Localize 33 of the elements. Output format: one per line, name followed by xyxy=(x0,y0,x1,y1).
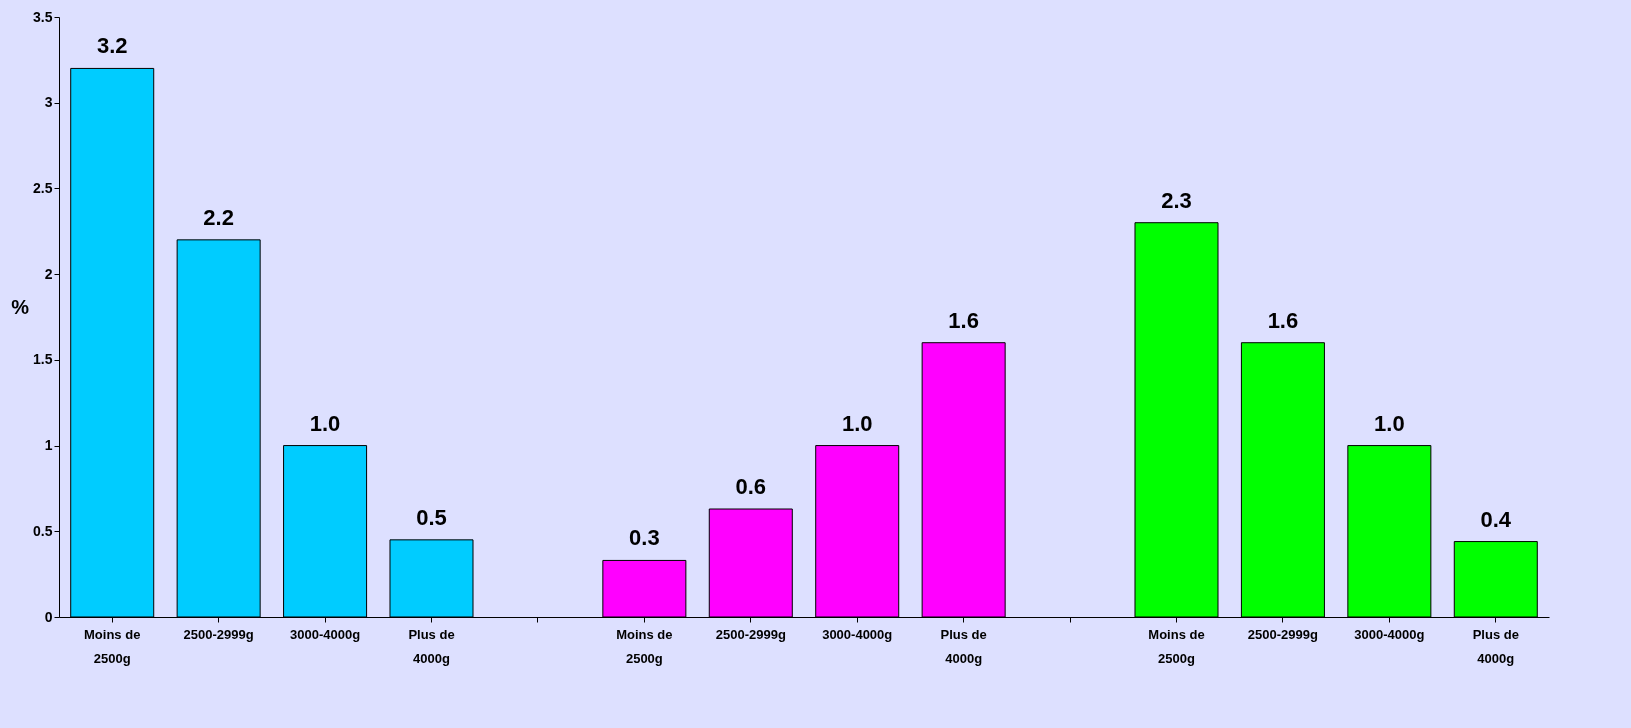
y-tick-label: 2.5 xyxy=(33,179,53,196)
x-tick-label: 2500-2999g xyxy=(1247,626,1319,642)
data-label: 1.0 xyxy=(309,410,341,436)
data-label: 0.4 xyxy=(1480,506,1512,532)
data-label: 3.2 xyxy=(96,33,128,59)
data-label: 1.0 xyxy=(1374,410,1405,436)
x-tick-label: Plus de 4000g xyxy=(408,626,455,666)
y-tick-label: 0 xyxy=(44,608,53,625)
y-tick-label: 2 xyxy=(44,265,53,282)
y-axis-title: % xyxy=(11,295,30,318)
data-label: 0.6 xyxy=(735,474,767,499)
y-tick-label: 1.5 xyxy=(33,351,53,368)
x-tick-label: 3000-4000g xyxy=(290,626,361,642)
data-label: 2.3 xyxy=(1161,187,1192,213)
y-tick-label: 0.5 xyxy=(33,522,53,539)
data-label: 1.6 xyxy=(1267,307,1299,333)
y-tick-label: 1 xyxy=(44,437,53,454)
x-tick-label: Moins de 2500g xyxy=(84,626,141,666)
y-tick-label: 3 xyxy=(44,94,53,111)
x-tick-label: 2500-2999g xyxy=(183,626,254,642)
data-label: 1.6 xyxy=(948,307,979,333)
x-tick-label: 3000-4000g xyxy=(822,626,893,642)
x-tick-label: Moins de 2500g xyxy=(616,626,673,666)
x-tick-label: 2500-2999g xyxy=(715,626,786,642)
data-label: 2.2 xyxy=(203,204,234,230)
x-tick-label: Moins de 2500g xyxy=(1148,626,1205,666)
y-tick-label: 3.5 xyxy=(33,8,53,25)
data-label: 1.0 xyxy=(841,410,873,436)
x-tick-label: Plus de 4000g xyxy=(1472,626,1519,666)
x-tick-label: 3000-4000g xyxy=(1354,626,1425,642)
data-label: 0.3 xyxy=(629,525,660,551)
data-label: 0.5 xyxy=(416,504,447,530)
x-tick-label: Plus de 4000g xyxy=(940,626,987,666)
